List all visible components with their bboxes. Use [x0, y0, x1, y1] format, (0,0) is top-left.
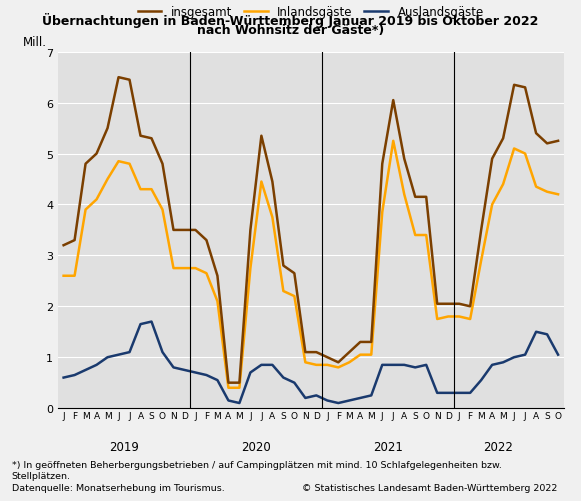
Text: 2019: 2019 [109, 440, 139, 453]
Text: 2021: 2021 [373, 440, 403, 453]
Text: Mill.: Mill. [23, 36, 46, 49]
Text: nach Wohnsitz der Gäste*): nach Wohnsitz der Gäste*) [197, 24, 384, 37]
Legend: insgesamt, Inlandsgäste, Auslandsgäste: insgesamt, Inlandsgäste, Auslandsgäste [133, 2, 489, 24]
Text: Datenquelle: Monatserhebung im Tourismus.: Datenquelle: Monatserhebung im Tourismus… [12, 483, 224, 492]
Text: Übernachtungen in Baden-Württemberg Januar 2019 bis Oktober 2022: Übernachtungen in Baden-Württemberg Janu… [42, 13, 539, 28]
Text: © Statistisches Landesamt Baden-Württemberg 2022: © Statistisches Landesamt Baden-Württemb… [302, 483, 558, 492]
Text: Stellplätzen.: Stellplätzen. [12, 471, 71, 480]
Text: 2022: 2022 [483, 440, 512, 453]
Text: *) In geöffneten Beherbergungsbetrieben / auf Campingplätzen mit mind. 10 Schlaf: *) In geöffneten Beherbergungsbetrieben … [12, 460, 501, 469]
Text: 2020: 2020 [241, 440, 271, 453]
